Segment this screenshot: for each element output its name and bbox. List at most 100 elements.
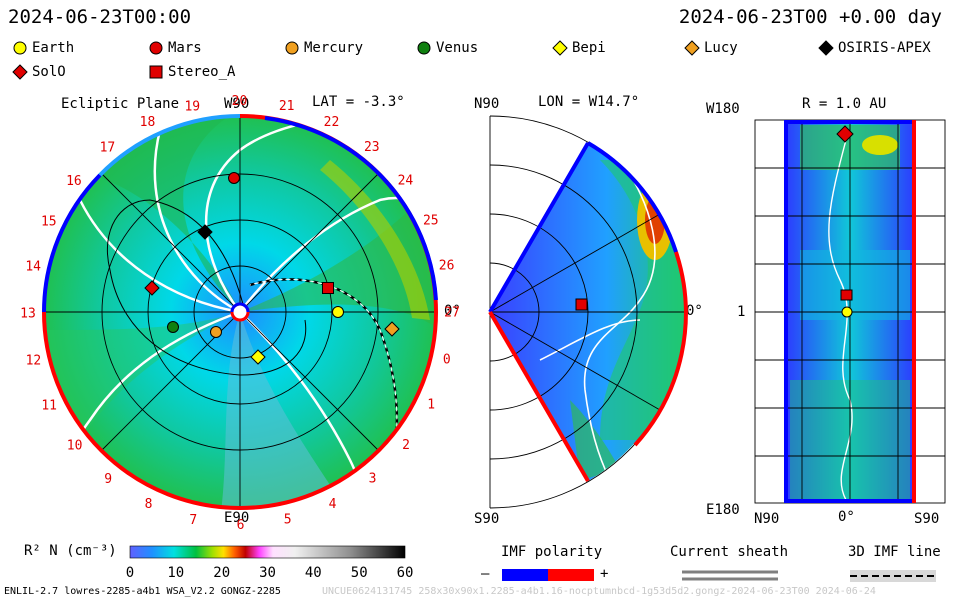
colorbar-label: R² N (cm⁻³) [24, 543, 117, 559]
colorbar-tick-label: 10 [167, 565, 184, 581]
imf-polarity-plus: + [600, 566, 609, 582]
legend-item-venus: Venus [416, 40, 478, 56]
header-right-time: 2024-06-23T00 +0.00 day [678, 6, 942, 28]
current-sheath-title: Current sheath [670, 544, 789, 560]
ecliptic-mercury-marker [210, 326, 222, 338]
carrington-label: 19 [184, 99, 200, 114]
colorbar: 0 10 20 30 40 50 60 [126, 545, 414, 581]
legend-marker-icon [149, 41, 163, 55]
legend-item-bepi: Bepi [552, 40, 606, 56]
legend-item-mercury: Mercury [284, 40, 363, 56]
carrington-label: 24 [398, 173, 414, 188]
carrington-label: 26 [439, 258, 455, 273]
legend-marker-icon [12, 64, 28, 80]
footer-left: ENLIL-2.7 lowres-2285-a4b1 WSA_V2.2 GONG… [4, 586, 281, 597]
colorbar-tick-label: 20 [213, 565, 230, 581]
carrington-label: 16 [66, 174, 82, 189]
legend-item-mars: Mars [148, 40, 202, 56]
latlon-solo-marker [836, 125, 854, 143]
legend-item-osiris-apex: OSIRIS-APEX [818, 40, 931, 56]
latlon-bottom-s90: S90 [914, 511, 940, 527]
legend-marker-icon [552, 40, 568, 56]
legend-label: OSIRIS-APEX [838, 40, 931, 56]
carrington-label: 27 [444, 306, 460, 321]
imf-polarity-minus: – [481, 566, 490, 582]
legend-label: Mercury [304, 40, 364, 56]
meridional-bottom-label: S90 [474, 511, 500, 527]
carrington-label: 11 [41, 399, 57, 414]
ecliptic-right-label: 0° [444, 303, 461, 319]
ecliptic-solo-marker [144, 280, 160, 296]
carrington-label: 13 [20, 307, 36, 322]
legend-label: Lucy [704, 40, 738, 56]
ecliptic-lat: LAT = -3.3° [312, 94, 405, 110]
carrington-label: 21 [279, 99, 295, 114]
carrington-label: 0 [443, 353, 451, 368]
legend-marker-icon [417, 41, 431, 55]
latlon-bottom-zero: 0° [838, 509, 855, 525]
imf-line-legend [850, 570, 936, 582]
ecliptic-top-label: W90 [224, 96, 250, 112]
meridional-panel [488, 115, 688, 509]
colorbar-tick-label: 60 [397, 565, 414, 581]
ecliptic-bodies [144, 172, 400, 365]
meridional-lon: LON = W14.7° [538, 94, 640, 110]
latlon-earth-marker [841, 306, 853, 318]
ecliptic-lucy-marker [384, 321, 400, 337]
legend-label: Stereo_A [168, 64, 236, 80]
carrington-label: 12 [26, 354, 42, 369]
legend-marker-icon [285, 41, 299, 55]
ecliptic-bepi-marker [250, 349, 266, 365]
current-sheath-legend [682, 570, 778, 581]
meridional-top-label: N90 [474, 96, 500, 112]
latlon-panel [754, 119, 946, 504]
imf-polarity-legend [502, 569, 594, 581]
carrington-label: 15 [41, 215, 57, 230]
header-left-time: 2024-06-23T00:00 [8, 6, 192, 28]
carrington-label: 5 [284, 513, 292, 528]
carrington-label: 3 [369, 471, 377, 486]
legend-label: Earth [32, 40, 75, 56]
carrington-label: 22 [324, 115, 340, 130]
carrington-label: 9 [104, 472, 112, 487]
imf-polarity-title: IMF polarity [501, 544, 603, 560]
meridional-stereo-a-marker [575, 298, 588, 311]
legend-marker-icon [818, 40, 834, 56]
carrington-label: 4 [329, 497, 337, 512]
legend-marker-icon [13, 41, 27, 55]
colorbar-tick-label: 0 [126, 565, 134, 581]
legend-item-stereo-a: Stereo_A [148, 64, 235, 80]
legend-label: Mars [168, 40, 202, 56]
meridional-right-label: 0° [686, 303, 703, 319]
footer-right: UNCUE0624131745 258x30x90x1.2285-a4b1.16… [322, 586, 876, 597]
carrington-label: 1 [427, 398, 435, 413]
ecliptic-osiris-apex-marker [197, 224, 213, 240]
carrington-label: 17 [100, 141, 116, 156]
latlon-bottom-n90: N90 [754, 511, 780, 527]
carrington-label: 7 [189, 513, 197, 528]
latlon-title: R = 1.0 AU [802, 96, 887, 112]
carrington-label: 10 [67, 439, 83, 454]
carrington-label: 23 [364, 140, 380, 155]
carrington-label: 2 [402, 438, 410, 453]
legend-marker-icon [149, 65, 163, 79]
legend-marker-icon [684, 40, 700, 56]
carrington-label: 6 [237, 518, 245, 533]
ecliptic-earth-marker [332, 306, 344, 318]
colorbar-ticks: 0 10 20 30 40 50 60 [126, 565, 414, 581]
colorbar-tick-label: 50 [351, 565, 368, 581]
ecliptic-stereo-a-marker [322, 282, 334, 294]
legend-label: Bepi [572, 40, 606, 56]
latlon-bottom-left: E180 [706, 502, 740, 518]
legend-label: Venus [436, 40, 479, 56]
carrington-rotation-labels: 19 20 212223242526270123456789101112131415… [20, 94, 460, 533]
ecliptic-venus-marker [167, 321, 179, 333]
ecliptic-mars-marker [228, 172, 240, 184]
carrington-label: 18 [140, 115, 156, 130]
ecliptic-panel: 19 20 212223242526270123456789101112131415… [20, 94, 460, 533]
legend-item-earth: Earth [12, 40, 74, 56]
colorbar-tick-label: 30 [259, 565, 276, 581]
ecliptic-title: Ecliptic Plane [61, 96, 180, 112]
carrington-label: 14 [25, 259, 41, 274]
